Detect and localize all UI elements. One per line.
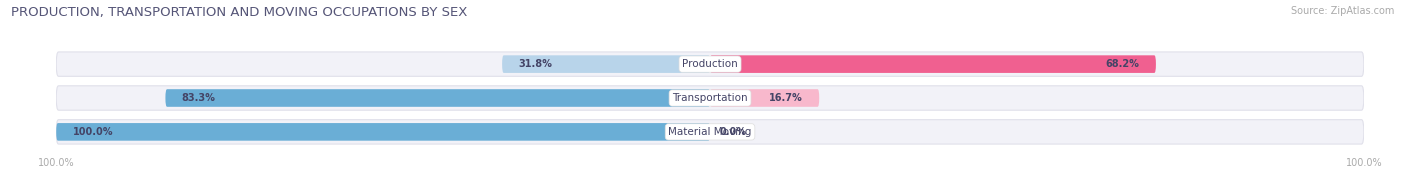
Text: PRODUCTION, TRANSPORTATION AND MOVING OCCUPATIONS BY SEX: PRODUCTION, TRANSPORTATION AND MOVING OC… xyxy=(11,6,468,19)
Text: 16.7%: 16.7% xyxy=(769,93,803,103)
Text: 100.0%: 100.0% xyxy=(73,127,112,137)
FancyBboxPatch shape xyxy=(56,52,1364,76)
FancyBboxPatch shape xyxy=(710,89,820,107)
Text: 0.0%: 0.0% xyxy=(720,127,747,137)
FancyBboxPatch shape xyxy=(56,120,1364,144)
Text: 83.3%: 83.3% xyxy=(181,93,215,103)
FancyBboxPatch shape xyxy=(56,123,710,141)
Text: 31.8%: 31.8% xyxy=(519,59,553,69)
FancyBboxPatch shape xyxy=(166,89,710,107)
FancyBboxPatch shape xyxy=(502,55,710,73)
Text: 68.2%: 68.2% xyxy=(1105,59,1140,69)
Text: Production: Production xyxy=(682,59,738,69)
FancyBboxPatch shape xyxy=(56,86,1364,110)
Text: Source: ZipAtlas.com: Source: ZipAtlas.com xyxy=(1291,6,1395,16)
Text: Material Moving: Material Moving xyxy=(668,127,752,137)
Text: Transportation: Transportation xyxy=(672,93,748,103)
FancyBboxPatch shape xyxy=(710,55,1156,73)
